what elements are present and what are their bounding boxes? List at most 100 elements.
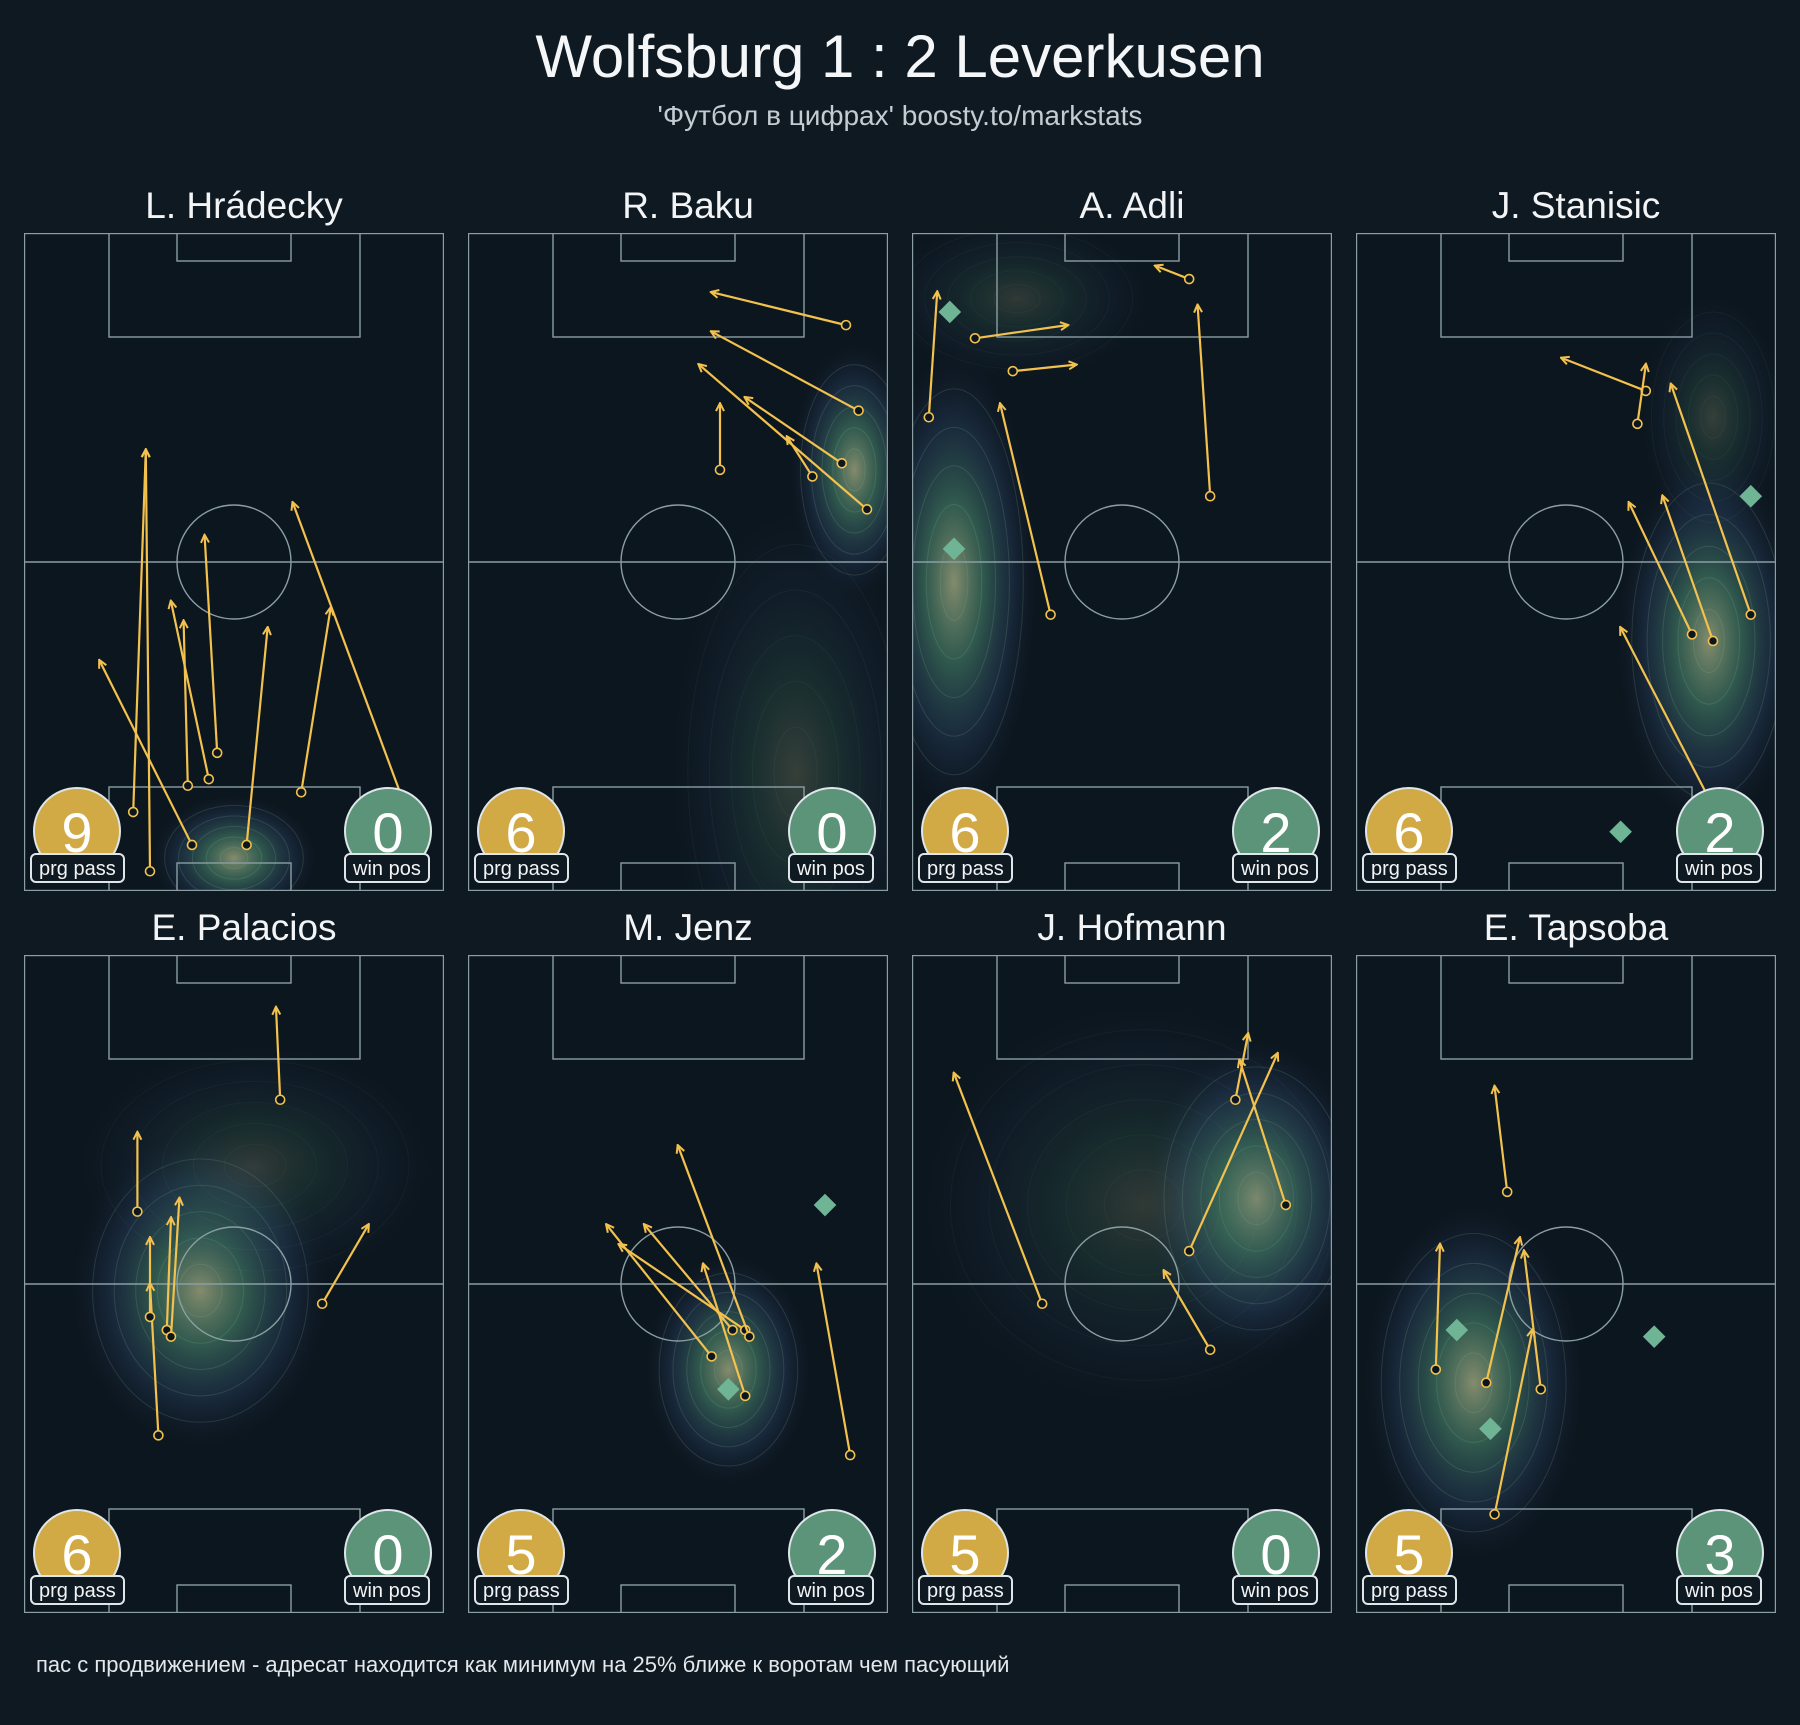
heat-contour bbox=[658, 1272, 799, 1467]
player-panel: J. Stanisic 6 prg pass 2 win pos bbox=[1354, 185, 1798, 891]
pitch-chart bbox=[24, 955, 444, 1613]
pass-arrow bbox=[169, 1198, 179, 1337]
six-yard-box-top bbox=[176, 233, 292, 262]
pass-origin bbox=[1280, 1199, 1292, 1211]
pass-origin bbox=[203, 773, 215, 785]
pass-arrow bbox=[619, 1245, 746, 1331]
pass-arrow bbox=[1156, 266, 1190, 281]
pass-arrow bbox=[1671, 384, 1752, 616]
centre-circle bbox=[620, 504, 736, 620]
pass-arrow bbox=[1198, 305, 1212, 497]
pass-arrow bbox=[132, 450, 146, 813]
pass-arrow bbox=[974, 325, 1067, 340]
pass-origin bbox=[211, 747, 223, 759]
pass-arrow bbox=[1188, 1054, 1277, 1252]
heat-contour bbox=[219, 847, 249, 870]
pass-origin bbox=[153, 1430, 164, 1441]
six-yard-box-top bbox=[620, 955, 736, 984]
heat-zone bbox=[912, 350, 1038, 814]
page-subtitle: 'Футбол в цифрах' boosty.to/markstats bbox=[657, 100, 1143, 131]
win-pos-label: win pos bbox=[344, 853, 430, 883]
centre-circle bbox=[620, 1226, 736, 1342]
heat-zone bbox=[1639, 290, 1776, 544]
pass-arrow bbox=[1524, 1251, 1542, 1390]
player-name: M. Jenz bbox=[623, 907, 753, 948]
pitch-chart bbox=[912, 955, 1332, 1613]
player-name: E. Tapsoba bbox=[1483, 907, 1669, 948]
pass-origin bbox=[144, 1311, 156, 1323]
heat-contour bbox=[1065, 1134, 1221, 1276]
pass-arrow bbox=[1562, 358, 1647, 392]
pass-origin bbox=[1430, 1364, 1442, 1375]
pass-arrow bbox=[927, 292, 937, 418]
heat-contour bbox=[1399, 1262, 1549, 1503]
pass-arrow bbox=[1485, 1238, 1520, 1383]
pass-arrow bbox=[678, 1146, 751, 1338]
pass-origin bbox=[1183, 1245, 1195, 1257]
pass-arrow bbox=[1663, 496, 1715, 642]
heat-contour bbox=[1662, 545, 1756, 737]
player-panel: E. Palacios 6 prg pass 0 win pos bbox=[22, 907, 466, 1613]
six-yard-box-bottom bbox=[176, 1584, 292, 1613]
pass-arrow bbox=[1164, 1271, 1212, 1351]
pass-origin bbox=[127, 806, 139, 818]
win-pos-marker bbox=[1445, 1318, 1469, 1342]
pass-origin bbox=[295, 786, 307, 798]
pass-origin bbox=[861, 504, 873, 515]
heat-zone bbox=[1362, 1203, 1585, 1562]
heat-zone bbox=[1616, 451, 1776, 831]
pass-arrow bbox=[321, 1225, 368, 1305]
pass-origin bbox=[316, 1298, 328, 1310]
player-panel: L. Hrádecky 9 prg pass 0 win pos bbox=[22, 185, 466, 891]
player-panel: J. Hofmann 5 prg pass 0 win pos bbox=[910, 907, 1354, 1613]
heat-contour bbox=[950, 1029, 1332, 1381]
pitch-chart bbox=[468, 955, 888, 1613]
player-name: A. Adli bbox=[1079, 185, 1185, 226]
pass-arrow bbox=[1240, 1060, 1287, 1206]
prg-pass-label: prg pass bbox=[474, 853, 569, 883]
prg-pass-label: prg pass bbox=[1362, 1575, 1457, 1605]
pass-origin bbox=[706, 1351, 717, 1362]
heat-contour bbox=[832, 427, 877, 513]
penalty-box-top bbox=[996, 955, 1249, 1060]
prg-pass-label: prg pass bbox=[918, 853, 1013, 883]
heat-contour bbox=[1650, 311, 1776, 524]
pass-arrow bbox=[100, 661, 193, 846]
heat-contour bbox=[100, 1059, 410, 1272]
heat-contour bbox=[1663, 332, 1763, 502]
prg-pass-label: prg pass bbox=[30, 1575, 125, 1605]
player-name: L. Hrádecky bbox=[145, 185, 343, 226]
pass-origin bbox=[727, 1324, 738, 1336]
prg-pass-label: prg pass bbox=[918, 1575, 1013, 1605]
pass-arrow bbox=[150, 1284, 160, 1436]
player-name: R. Baku bbox=[622, 185, 754, 226]
pass-origin bbox=[853, 405, 864, 416]
heat-contour bbox=[687, 544, 888, 891]
pass-origin bbox=[836, 458, 848, 469]
penalty-box-top bbox=[108, 955, 361, 1060]
pass-origin bbox=[241, 839, 252, 851]
heat-contour bbox=[947, 256, 1087, 342]
pass-arrow bbox=[165, 1218, 171, 1331]
pass-arrow bbox=[1495, 1087, 1509, 1193]
heat-contour bbox=[131, 1080, 379, 1251]
pass-arrow bbox=[171, 601, 210, 780]
heat-contour bbox=[988, 1064, 1298, 1346]
heat-contour bbox=[164, 804, 304, 891]
pass-origin bbox=[1036, 1298, 1048, 1310]
heat-contour bbox=[925, 504, 983, 660]
pass-arrow bbox=[146, 450, 152, 872]
pass-arrow bbox=[293, 503, 416, 833]
penalty-box-top bbox=[996, 233, 1249, 338]
centre-circle bbox=[1064, 1226, 1180, 1342]
player-panel: E. Tapsoba 5 prg pass 3 win pos bbox=[1354, 907, 1798, 1613]
six-yard-box-bottom bbox=[1064, 1584, 1180, 1613]
pass-origin bbox=[1489, 1508, 1500, 1520]
six-yard-box-bottom bbox=[620, 1584, 736, 1613]
heat-contour bbox=[1675, 353, 1751, 481]
heat-contour bbox=[924, 242, 1110, 356]
pass-origin bbox=[844, 1449, 856, 1461]
win-pos-label: win pos bbox=[788, 853, 874, 883]
six-yard-box-bottom bbox=[1508, 1584, 1624, 1613]
heat-zone bbox=[912, 994, 1332, 1416]
